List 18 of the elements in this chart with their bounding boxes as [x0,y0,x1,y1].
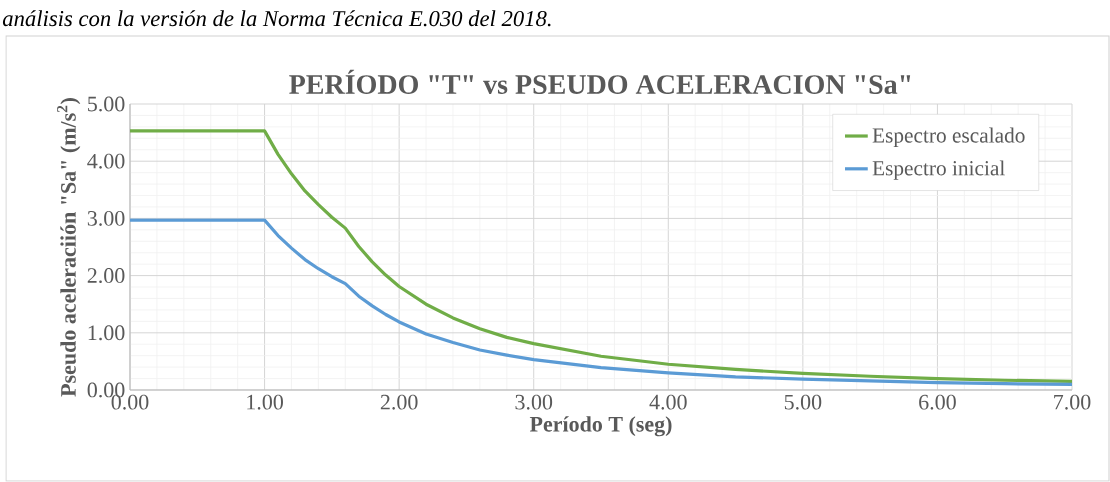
y-tick-label: 1.00 [88,325,125,341]
x-tick-label: 7.00 [1054,394,1091,410]
x-axis-title: Período T (seg) [529,416,672,437]
x-tick-label: 2.00 [380,394,418,410]
y-tick-label: 3.00 [87,210,125,226]
chart-title: PERÍODO "T" vs PSEUDO ACELERACION "Sa" [289,69,911,94]
x-tick-label: 5.00 [784,394,822,410]
y-tick-label: 2.00 [87,268,125,284]
text: análisis con la versión de la Norma Técnica E.030 del 2018. [2,10,551,27]
x-tick-label: 3.00 [515,394,553,410]
x-tick-label: 1.00 [247,394,283,410]
x-tick-label: 6.00 [919,394,956,410]
x-tick-label: 4.00 [649,394,687,410]
legend-label: Espectro inicial [872,160,1005,180]
legend-label: Espectro escalado [872,127,1025,147]
y-tick-label: 4.00 [87,153,125,169]
y-axis-title: Pseudo aceleraciión "Sa" (m/s$^{2}$) [57,98,81,397]
y-tick-label: 5.00 [88,96,125,112]
